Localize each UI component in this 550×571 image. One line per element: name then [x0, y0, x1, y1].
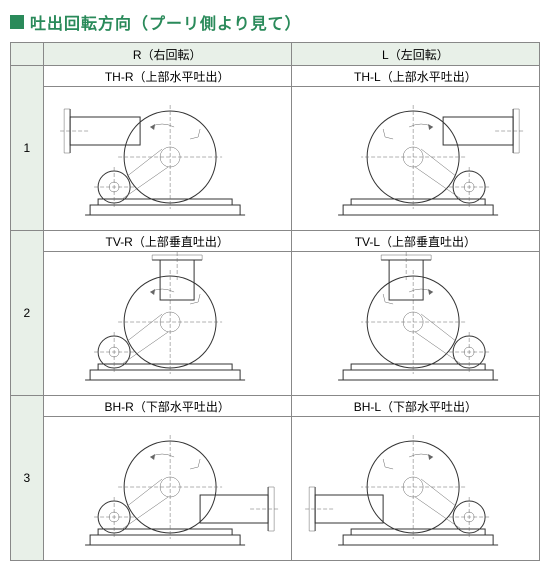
row-label: 2 — [11, 231, 44, 396]
col-header-R: R（右回転） — [43, 43, 291, 66]
diagram-cell — [291, 417, 539, 561]
cell-label: TH-L（上部水平吐出） — [291, 66, 539, 87]
cell-label: TV-L（上部垂直吐出） — [291, 231, 539, 252]
row-label: 1 — [11, 66, 44, 231]
diagram-cell — [291, 87, 539, 231]
corner-cell — [11, 43, 44, 66]
rotation-table: R（右回転） L（左回転） 1 TH-R（上部水平吐出） TH-L（上部水平吐出… — [10, 42, 540, 561]
row-label: 3 — [11, 396, 44, 561]
page-title: 吐出回転方向（プーリ側より見て） — [30, 10, 302, 34]
title-row: 吐出回転方向（プーリ側より見て） — [10, 10, 540, 34]
diagram-cell — [43, 87, 291, 231]
diagram-cell — [43, 417, 291, 561]
cell-label: BH-L（下部水平吐出） — [291, 396, 539, 417]
cell-label: TV-R（上部垂直吐出） — [43, 231, 291, 252]
cell-label: TH-R（上部水平吐出） — [43, 66, 291, 87]
diagram-cell — [291, 252, 539, 396]
col-header-L: L（左回転） — [291, 43, 539, 66]
diagram-cell — [43, 252, 291, 396]
cell-label: BH-R（下部水平吐出） — [43, 396, 291, 417]
title-square-icon — [10, 15, 24, 29]
